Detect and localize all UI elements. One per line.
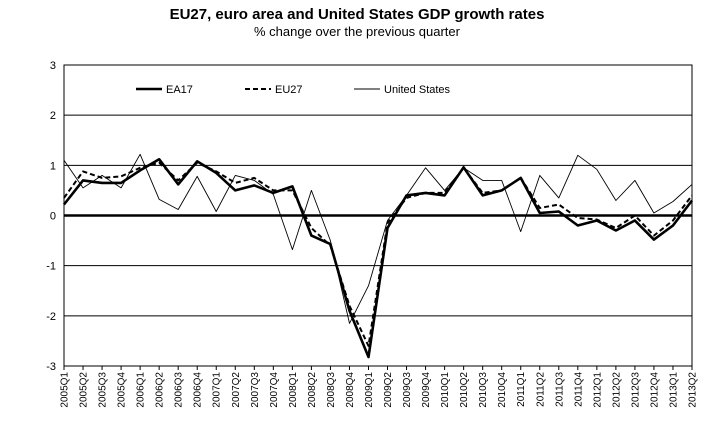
chart-title: EU27, euro area and United States GDP gr… bbox=[169, 6, 545, 23]
x-tick-label: 2007Q3 bbox=[250, 372, 261, 408]
x-tick-label: 2006Q1 bbox=[136, 372, 147, 408]
y-tick-label: 3 bbox=[50, 60, 56, 72]
x-tick-label: 2005Q3 bbox=[98, 372, 109, 408]
x-tick-label: 2007Q1 bbox=[212, 372, 223, 408]
y-tick-label: -1 bbox=[46, 261, 56, 273]
legend-label: United States bbox=[384, 84, 451, 96]
legend-label: EA17 bbox=[166, 84, 193, 96]
legend-label: EU27 bbox=[275, 84, 303, 96]
x-tick-label: 2005Q4 bbox=[117, 372, 128, 408]
x-tick-label: 2011Q4 bbox=[573, 372, 584, 407]
series-line-ea17 bbox=[62, 158, 694, 359]
x-tick-label: 2007Q2 bbox=[231, 372, 242, 408]
x-tick-label: 2008Q3 bbox=[326, 372, 337, 408]
y-tick-label: -2 bbox=[46, 311, 56, 323]
x-tick-label: 2011Q3 bbox=[554, 372, 565, 407]
x-tick-label: 2010Q2 bbox=[459, 372, 470, 408]
series-line-united-states bbox=[63, 153, 693, 324]
x-tick-label: 2010Q1 bbox=[440, 372, 451, 408]
x-tick-label: 2011Q2 bbox=[535, 372, 546, 407]
x-tick-label: 2010Q4 bbox=[497, 372, 508, 408]
x-tick-label: 2008Q2 bbox=[307, 372, 318, 408]
x-tick-label: 2009Q3 bbox=[402, 372, 413, 408]
x-tick-label: 2013Q2 bbox=[688, 372, 699, 408]
x-tick-label: 2012Q4 bbox=[649, 372, 660, 408]
x-tick-label: 2006Q2 bbox=[155, 372, 166, 408]
x-tick-label: 2009Q4 bbox=[421, 372, 432, 408]
x-tick-label: 2005Q2 bbox=[79, 372, 90, 408]
x-tick-label: 2012Q3 bbox=[630, 372, 641, 408]
x-tick-label: 2008Q4 bbox=[345, 372, 356, 408]
x-tick-label: 2005Q1 bbox=[60, 372, 71, 408]
y-tick-label: -3 bbox=[46, 361, 56, 373]
chart-subtitle: % change over the previous quarter bbox=[254, 24, 460, 39]
y-tick-label: 2 bbox=[50, 110, 56, 122]
x-tick-label: 2012Q2 bbox=[611, 372, 622, 408]
series-line-eu27 bbox=[63, 161, 693, 347]
x-tick-label: 2011Q1 bbox=[516, 372, 527, 407]
x-tick-label: 2009Q2 bbox=[383, 372, 394, 408]
x-tick-label: 2008Q1 bbox=[288, 372, 299, 408]
x-tick-label: 2007Q4 bbox=[269, 372, 280, 408]
x-tick-label: 2013Q1 bbox=[668, 372, 679, 408]
x-tick-label: 2006Q4 bbox=[193, 372, 204, 408]
y-tick-label: 1 bbox=[50, 160, 56, 172]
x-tick-label: 2012Q1 bbox=[592, 372, 603, 408]
x-tick-label: 2006Q3 bbox=[174, 372, 185, 408]
x-tick-label: 2009Q1 bbox=[364, 372, 375, 408]
y-tick-label: 0 bbox=[50, 211, 56, 223]
x-tick-label: 2010Q3 bbox=[478, 372, 489, 408]
